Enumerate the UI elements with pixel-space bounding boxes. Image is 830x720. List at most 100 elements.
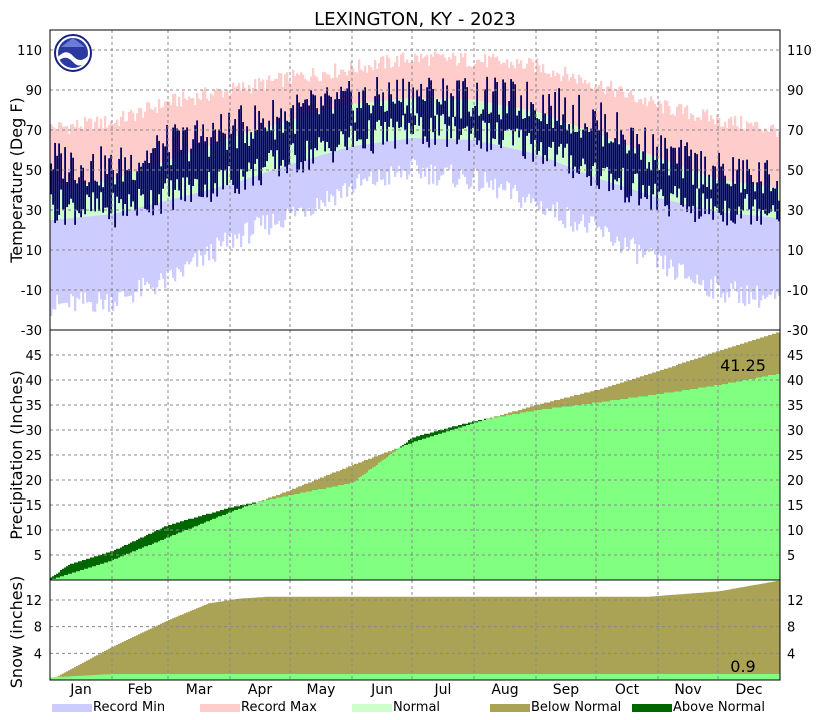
- record-min-bar: [492, 144, 495, 190]
- record-min-bar: [630, 188, 633, 240]
- record-min-bar: [228, 184, 231, 235]
- record-max-bar: [466, 66, 469, 100]
- observed-temp-bar: [68, 172, 70, 205]
- observed-temp-bar: [232, 125, 234, 185]
- record-min-bar: [594, 177, 597, 222]
- observed-temp-bar: [530, 102, 532, 144]
- record-max-bar: [608, 86, 611, 139]
- observed-temp-bar: [582, 129, 584, 159]
- record-min-bar: [276, 168, 279, 225]
- observed-temp-bar: [736, 169, 738, 215]
- record-min-bar: [366, 144, 369, 182]
- record-min-bar: [76, 217, 79, 298]
- record-min-bar: [224, 185, 227, 233]
- record-min-bar: [728, 213, 731, 298]
- observed-temp-bar: [408, 81, 410, 123]
- record-max-bar: [614, 97, 617, 141]
- observed-temp-bar: [578, 94, 580, 174]
- observed-temp-bar: [762, 193, 764, 211]
- record-max-bar: [230, 93, 233, 138]
- observed-temp-bar: [702, 184, 704, 194]
- normal-range-bar: [96, 182, 99, 216]
- observed-temp-bar: [216, 141, 218, 197]
- record-min-bar: [476, 140, 479, 170]
- observed-temp-bar: [694, 152, 696, 223]
- record-min-bar: [204, 190, 207, 255]
- record-max-bar: [588, 82, 591, 132]
- observed-temp-bar: [518, 110, 520, 138]
- record-max-bar: [292, 69, 295, 120]
- observed-temp-bar: [180, 149, 182, 200]
- observed-temp-bar: [386, 110, 388, 142]
- record-min-bar: [262, 173, 265, 216]
- record-min-bar: [624, 187, 627, 238]
- record-max-bar: [426, 54, 429, 99]
- month-label: Apr: [248, 682, 272, 698]
- observed-temp-bar: [648, 162, 650, 186]
- observed-temp-bar: [390, 94, 392, 119]
- observed-temp-bar: [482, 109, 484, 121]
- observed-temp-bar: [622, 134, 624, 168]
- record-min-bar: [320, 155, 323, 201]
- record-max-bar: [216, 88, 219, 143]
- observed-temp-bar: [88, 182, 90, 198]
- observed-temp-bar: [758, 162, 760, 209]
- record-min-bar: [504, 146, 507, 191]
- record-min-bar: [692, 205, 695, 283]
- month-label: May: [307, 682, 336, 698]
- observed-temp-bar: [188, 161, 190, 185]
- observed-temp-bar: [446, 85, 448, 147]
- observed-temp-bar: [512, 81, 514, 146]
- observed-temp-bar: [286, 120, 288, 174]
- observed-temp-bar: [666, 148, 668, 206]
- record-min-bar: [696, 206, 699, 275]
- precipitation-total-label: 41.25: [720, 356, 766, 375]
- record-min-bar: [382, 142, 385, 180]
- observed-temp-bar: [220, 114, 222, 171]
- observed-temp-bar: [650, 170, 652, 210]
- observed-temp-bar: [546, 123, 548, 162]
- record-min-bar: [546, 158, 549, 208]
- record-min-bar: [600, 179, 603, 230]
- observed-temp-bar: [82, 167, 84, 210]
- normal-range-bar: [496, 104, 499, 145]
- record-max-bar: [258, 77, 261, 130]
- observed-temp-bar: [458, 80, 460, 140]
- record-min-bar: [340, 149, 343, 198]
- record-max-bar: [338, 74, 341, 108]
- record-max-bar: [436, 53, 439, 99]
- month-axis: Jan Feb Mar Apr May Jun Jul Aug Sep Oct Nov Dec: [69, 682, 762, 698]
- observed-temp-bar: [706, 186, 708, 199]
- record-max-bar: [370, 67, 373, 103]
- observed-temp-bar: [336, 92, 338, 148]
- observed-temp-bar: [676, 163, 678, 198]
- record-max-bar: [736, 126, 739, 183]
- observed-temp-bar: [564, 97, 566, 148]
- record-max-bar: [460, 53, 463, 100]
- record-max-bar: [602, 91, 605, 137]
- record-max-bar: [356, 72, 359, 104]
- observed-temp-bar: [520, 95, 522, 130]
- observed-temp-bar: [712, 165, 714, 220]
- record-max-bar: [210, 93, 213, 146]
- observed-temp-bar: [202, 124, 204, 198]
- record-max-bar: [714, 124, 717, 179]
- observed-temp-bar: [588, 131, 590, 177]
- record-max-bar: [710, 115, 713, 178]
- record-max-bar: [306, 80, 309, 116]
- record-min-bar: [64, 218, 67, 303]
- record-min-bar: [428, 138, 431, 185]
- temperature-tick-label: -30: [21, 324, 42, 339]
- record-min-bar: [210, 189, 213, 245]
- record-min-bar: [442, 138, 445, 175]
- record-min-bar: [464, 139, 467, 178]
- observed-temp-bar: [152, 148, 154, 216]
- record-max-bar: [572, 73, 575, 126]
- record-max-bar: [632, 95, 635, 148]
- record-max-bar: [62, 126, 65, 189]
- record-min-bar: [170, 199, 173, 270]
- observed-temp-bar: [72, 157, 74, 203]
- record-max-bar: [88, 118, 91, 184]
- record-min-bar: [206, 190, 209, 247]
